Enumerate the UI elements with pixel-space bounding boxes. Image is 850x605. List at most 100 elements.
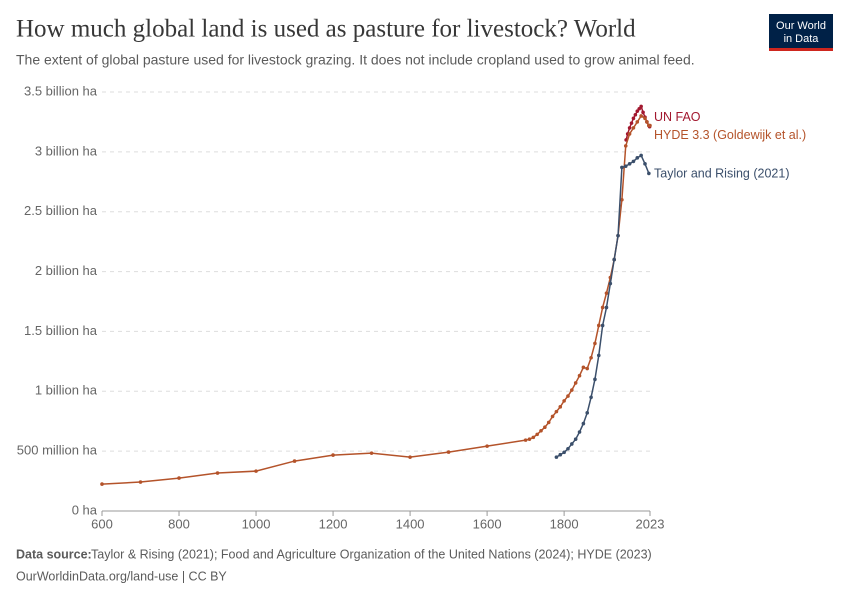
x-tick-label: 1600 [473,516,502,531]
data-point [604,305,609,310]
data-point [645,120,649,124]
data-point [546,420,551,425]
data-point [566,394,570,398]
data-point [616,233,620,238]
y-tick-label: 1.5 billion ha [24,323,98,338]
data-point [647,171,651,176]
series-label: UN FAO [654,110,701,124]
data-point [550,414,555,419]
data-point [485,444,489,448]
data-point [623,164,628,169]
data-point [577,430,582,434]
data-point [627,132,632,136]
data-point [593,377,597,382]
data-point [446,450,451,454]
x-tick-label: 1400 [396,516,425,531]
logo-text: Our World [776,20,826,32]
data-point [558,405,563,409]
data-point [573,437,578,441]
x-tick-label: 800 [168,516,190,531]
logo-box [769,14,833,50]
y-tick-label: 2.5 billion ha [24,203,98,218]
data-point [648,123,652,128]
series-label: HYDE 3.3 (Goldewijk et al.) [654,128,806,142]
data-point [570,388,574,392]
data-point [573,381,578,385]
y-tick-label: 3.5 billion ha [24,83,98,98]
chart-subtitle: The extent of global pasture used for li… [16,52,695,68]
data-point [635,120,640,124]
x-tick-label: 2023 [636,516,665,531]
data-point [620,197,624,202]
y-tick-label: 3 billion ha [35,143,98,158]
data-point [589,395,593,400]
data-point [539,428,543,433]
data-point [631,116,636,121]
data-point [643,162,647,166]
data-point [585,411,590,415]
data-point [639,104,643,109]
data-point [627,126,632,130]
data-point [554,409,559,414]
data-point [523,438,528,442]
logo-text: in Data [784,33,820,45]
data-point [620,165,624,170]
data-point [331,453,335,457]
url-line[interactable]: OurWorldinData.org/land-use | CC BY [16,569,227,583]
data-point [612,257,616,262]
data-point [369,451,374,455]
source-text: Taylor & Rising (2021); Food and Agricul… [91,547,652,561]
data-point [608,281,613,286]
data-point [531,435,536,440]
y-tick-label: 2 billion ha [35,263,98,278]
logo-underline [769,48,833,51]
data-point [600,323,605,328]
data-point [254,469,258,473]
data-point [639,153,643,158]
x-tick-label: 600 [91,516,113,531]
data-point [627,162,632,166]
data-point [639,114,643,118]
data-point [635,156,640,160]
data-point [100,482,104,486]
data-point [138,480,143,484]
data-point [596,323,601,328]
data-point [215,471,220,475]
y-tick-label: 1 billion ha [35,383,98,398]
data-point [641,110,645,115]
data-point [577,373,582,378]
source-label: Data source: [16,547,92,561]
data-point [637,106,642,111]
x-tick-label: 1800 [550,516,579,531]
data-point [643,116,647,121]
data-point [562,399,566,403]
y-tick-label: 0 ha [72,502,98,517]
data-point [581,421,586,426]
series [554,153,651,459]
data-point [562,450,566,455]
x-tick-label: 1200 [319,516,348,531]
data-point [600,305,605,310]
data-point [581,365,586,370]
series-label: Taylor and Rising (2021) [654,167,790,181]
data-point [596,353,601,358]
data-point [631,159,636,164]
data-point [604,291,609,295]
data-point [570,442,574,446]
data-point [589,355,593,360]
data-point [629,121,634,125]
logo[interactable]: Our World in Data [769,14,833,51]
data-point [543,425,547,430]
data-point [566,446,570,451]
series-line [101,114,650,485]
data-point [535,432,539,437]
series [100,114,652,486]
data-point [623,144,628,148]
data-point [558,452,563,457]
data-point [635,109,640,113]
data-point [554,455,559,459]
chart-title: How much global land is used as pasture … [16,16,636,43]
x-tick-label: 1000 [242,516,271,531]
y-tick-label: 500 million ha [17,443,98,458]
